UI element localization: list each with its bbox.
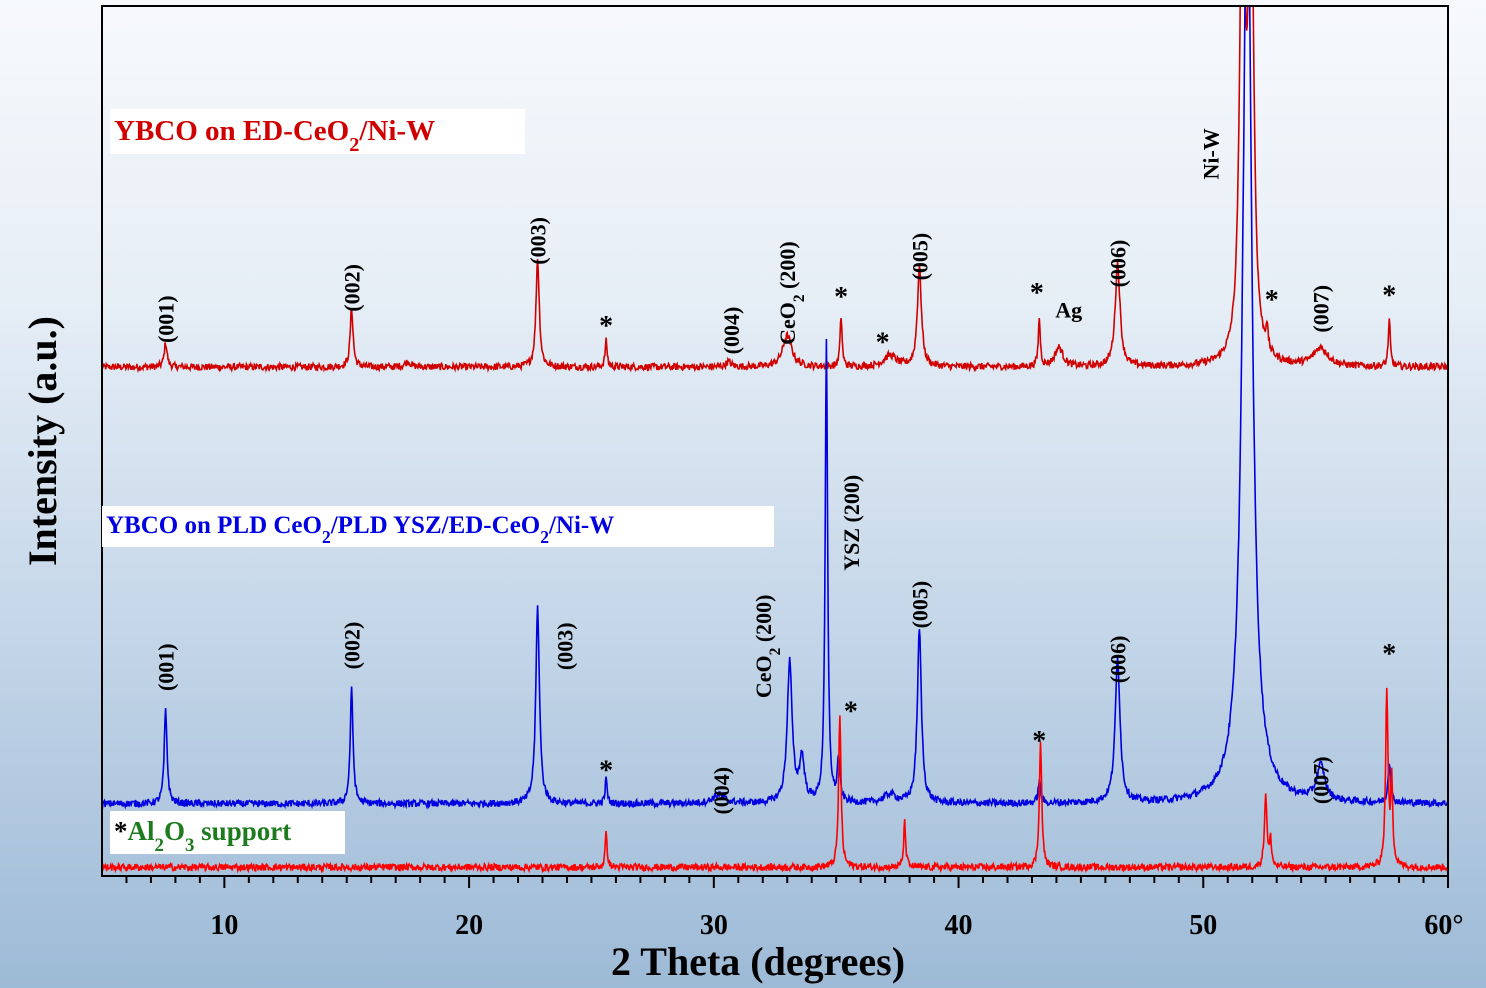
series-line xyxy=(102,6,1448,374)
peak-label: CeO2 (200) xyxy=(775,241,808,345)
peak-label: (005) xyxy=(907,233,932,281)
series-label-box xyxy=(110,109,525,154)
peak-label: (004) xyxy=(719,307,744,355)
series-line xyxy=(102,6,1448,811)
peak-marker: * xyxy=(599,755,613,786)
peak-label: Ni-W xyxy=(1199,128,1224,179)
peak-marker: Ag xyxy=(1055,297,1082,322)
peak-marker: * xyxy=(599,311,613,342)
peak-label: (003) xyxy=(526,217,551,265)
x-tick-label: 60° xyxy=(1424,910,1463,941)
peak-label: (004) xyxy=(709,767,734,815)
series-label: *Al2O3 support xyxy=(114,816,291,856)
peak-label: CeO2 (200) xyxy=(751,594,784,698)
x-tick-label: 50 xyxy=(1189,910,1217,941)
series-label-box xyxy=(110,811,345,854)
peak-label: (003) xyxy=(553,622,578,670)
trace-group xyxy=(102,6,1448,874)
peak-label: (007) xyxy=(1309,285,1334,333)
peak-marker: * xyxy=(844,696,858,727)
y-axis-label: Intensity (a.u.) xyxy=(20,316,65,566)
peak-label: (007) xyxy=(1309,756,1334,804)
peak-label: (001) xyxy=(154,295,179,343)
peak-label: (001) xyxy=(154,643,179,691)
peak-annotations: (001) (002) (003) * (004) CeO2 (200) * * (005) * A… xyxy=(154,128,1397,814)
peak-marker: * xyxy=(1382,639,1396,670)
peak-marker: * xyxy=(1030,278,1044,309)
series-labels: YBCO on ED-CeO2/Ni-W YBCO on PLD CeO2/PLD… xyxy=(102,109,774,856)
series-line xyxy=(102,687,1448,874)
x-tick-label: 40 xyxy=(945,910,973,941)
series-label-box xyxy=(102,506,774,547)
peak-label: YSZ (200) xyxy=(839,475,864,571)
peak-label: (002) xyxy=(340,622,365,670)
peak-label: (006) xyxy=(1106,636,1131,684)
x-axis-ticks: 10 20 30 40 50 60° xyxy=(125,876,1464,941)
peak-label: (006) xyxy=(1106,240,1131,288)
x-tick-label: 20 xyxy=(455,910,483,941)
plot-frame xyxy=(101,5,1449,877)
x-axis-label: 2 Theta (degrees) xyxy=(611,939,905,984)
peak-label: (002) xyxy=(340,264,365,312)
x-tick-label: 10 xyxy=(210,910,238,941)
peak-marker: * xyxy=(834,282,848,313)
series-label: YBCO on PLD CeO2/PLD YSZ/ED-CeO2/Ni-W xyxy=(106,512,614,547)
peak-marker: * xyxy=(1265,285,1279,316)
peak-label: (005) xyxy=(907,581,932,629)
x-tick-label: 30 xyxy=(700,910,728,941)
peak-marker: * xyxy=(1032,726,1046,757)
peak-marker: * xyxy=(876,327,890,358)
series-label: YBCO on ED-CeO2/Ni-W xyxy=(114,115,435,156)
peak-marker: * xyxy=(1382,280,1396,311)
